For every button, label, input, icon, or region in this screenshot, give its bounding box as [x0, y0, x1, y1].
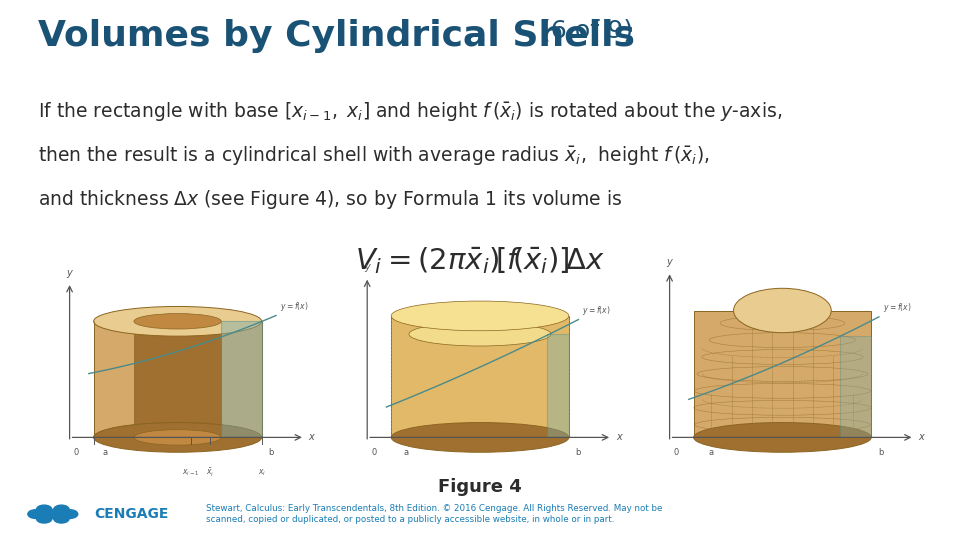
Text: Figure 4: Figure 4	[438, 478, 522, 496]
Text: (6 of 9): (6 of 9)	[533, 19, 633, 43]
Ellipse shape	[409, 322, 551, 346]
Circle shape	[54, 515, 69, 523]
Ellipse shape	[444, 364, 516, 376]
Text: then the result is a cylindrical shell with average radius $\bar{x}_i$,  height : then the result is a cylindrical shell w…	[38, 144, 710, 167]
Circle shape	[45, 510, 60, 518]
Text: x: x	[918, 433, 924, 442]
Polygon shape	[392, 316, 568, 437]
Text: If the rectangle with base $[x_{i-1},\ x_i]$ and height $f\,(\bar{x}_i)$ is rota: If the rectangle with base $[x_{i-1},\ x…	[38, 100, 782, 123]
Text: $x_{i-1}$: $x_{i-1}$	[181, 467, 200, 477]
Ellipse shape	[733, 288, 831, 333]
Text: $x_i$: $x_i$	[257, 467, 266, 477]
Text: Stewart, Calculus: Early Transcendentals, 8th Edition. © 2016 Cengage. All Right: Stewart, Calculus: Early Transcendentals…	[206, 504, 662, 524]
Text: y: y	[365, 262, 370, 272]
Text: and thickness $\Delta x$ (see Figure 4), so by Formula 1 its volume is: and thickness $\Delta x$ (see Figure 4),…	[38, 188, 623, 212]
Polygon shape	[840, 336, 871, 437]
Text: $V_i = \left(2\pi\bar{x}_i\right)\!\left[f\!\left(\bar{x}_i\right)\right]\!\Delt: $V_i = \left(2\pi\bar{x}_i\right)\!\left…	[355, 246, 605, 276]
Ellipse shape	[392, 422, 568, 453]
Text: a: a	[403, 448, 408, 457]
Text: b: b	[576, 448, 581, 457]
Ellipse shape	[463, 386, 497, 392]
Text: x: x	[616, 433, 621, 442]
Ellipse shape	[426, 343, 534, 361]
Text: $y=f(x)$: $y=f(x)$	[582, 304, 611, 317]
Polygon shape	[134, 321, 221, 437]
Ellipse shape	[93, 306, 261, 336]
Text: $y=f(x)$: $y=f(x)$	[883, 301, 911, 314]
Circle shape	[62, 510, 78, 518]
Ellipse shape	[93, 422, 261, 453]
Text: y: y	[67, 268, 72, 278]
Polygon shape	[546, 334, 568, 437]
Polygon shape	[693, 310, 871, 437]
Circle shape	[36, 515, 52, 523]
Text: CENGAGE: CENGAGE	[94, 507, 168, 521]
Circle shape	[28, 510, 43, 518]
Text: 0: 0	[74, 448, 79, 457]
Ellipse shape	[133, 314, 221, 329]
Polygon shape	[426, 352, 534, 437]
Text: b: b	[269, 448, 274, 457]
Text: $y=f(x)$: $y=f(x)$	[280, 300, 308, 313]
Text: Volumes by Cylindrical Shells: Volumes by Cylindrical Shells	[38, 19, 636, 53]
Text: y: y	[667, 257, 672, 267]
Circle shape	[54, 505, 69, 514]
Text: $\bar{x}_i$: $\bar{x}_i$	[206, 467, 214, 480]
Text: 0: 0	[372, 448, 376, 457]
Text: x: x	[308, 433, 314, 442]
Ellipse shape	[693, 422, 871, 453]
Polygon shape	[444, 370, 516, 437]
Polygon shape	[463, 389, 497, 437]
Polygon shape	[409, 334, 551, 437]
Circle shape	[36, 505, 52, 514]
Polygon shape	[94, 321, 261, 437]
Text: 0: 0	[674, 448, 679, 457]
Ellipse shape	[392, 301, 568, 330]
Polygon shape	[221, 321, 261, 437]
Text: a: a	[708, 448, 713, 457]
Ellipse shape	[133, 430, 221, 445]
Text: a: a	[103, 448, 108, 457]
Text: b: b	[878, 448, 883, 457]
